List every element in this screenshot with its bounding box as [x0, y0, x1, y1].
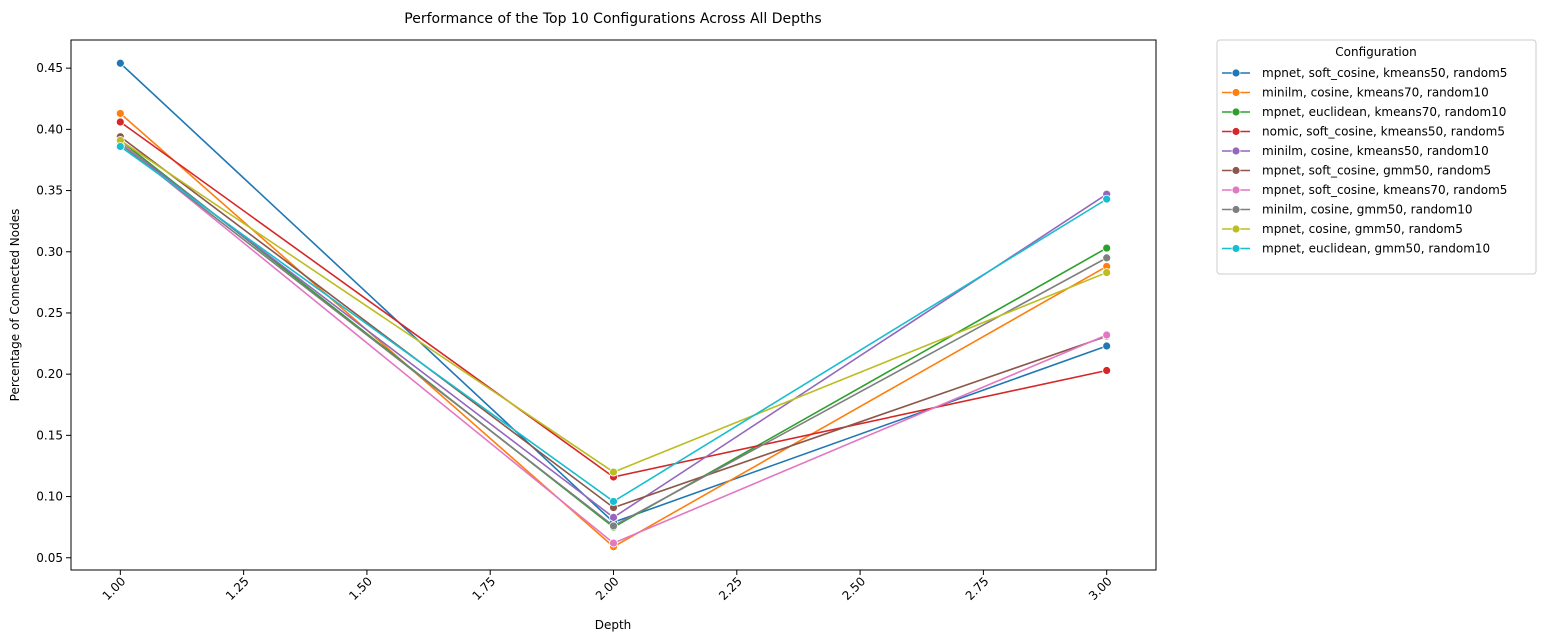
- data-point: [609, 521, 618, 531]
- data-point: [115, 109, 125, 118]
- y-tick-label: 0.35: [36, 184, 63, 198]
- legend-item: mpnet, soft_cosine, kmeans50, random5: [1222, 66, 1507, 80]
- y-tick-label: 0.45: [36, 61, 63, 75]
- data-point: [1102, 341, 1112, 351]
- y-tick-label: 0.15: [36, 428, 63, 442]
- legend-item: minilm, cosine, kmeans50, random10: [1222, 144, 1489, 158]
- legend-marker: [1231, 244, 1241, 253]
- legend-marker: [1231, 68, 1241, 78]
- series-layer: [115, 58, 1112, 552]
- legend-label: minilm, cosine, kmeans70, random10: [1262, 86, 1489, 100]
- y-tick-label: 0.25: [36, 306, 63, 320]
- legend-label: minilm, cosine, gmm50, random10: [1262, 203, 1472, 217]
- y-tick-label: 0.10: [36, 490, 63, 504]
- legend: Configuration mpnet, soft_cosine, kmeans…: [1216, 39, 1537, 275]
- legend-label: nomic, soft_cosine, kmeans50, random5: [1262, 125, 1505, 139]
- data-point: [115, 117, 125, 127]
- legend-label: mpnet, cosine, gmm50, random5: [1262, 222, 1463, 236]
- y-axis-label: Percentage of Connected Nodes: [8, 209, 22, 402]
- data-point: [115, 142, 125, 151]
- legend-marker: [1231, 146, 1241, 156]
- legend-item: minilm, cosine, kmeans70, random10: [1222, 86, 1489, 100]
- y-axis: 0.05 0.10 0.15 0.20 0.25 0.30 0.35 0.40 0.45: [36, 61, 71, 565]
- legend-item: mpnet, soft_cosine, gmm50, random5: [1222, 164, 1491, 178]
- data-point: [609, 512, 618, 522]
- data-point: [1102, 243, 1112, 253]
- data-point: [1102, 330, 1112, 340]
- data-point: [115, 58, 125, 68]
- data-point: [609, 467, 618, 477]
- legend-item: mpnet, euclidean, gmm50, random10: [1222, 242, 1490, 256]
- data-point: [1102, 253, 1112, 263]
- x-axis-label: Depth: [595, 618, 632, 632]
- legend-item: mpnet, soft_cosine, kmeans70, random5: [1222, 183, 1507, 197]
- legend-marker: [1231, 88, 1241, 97]
- legend-label: mpnet, euclidean, kmeans70, random10: [1262, 105, 1506, 119]
- legend-label: mpnet, soft_cosine, kmeans50, random5: [1262, 66, 1507, 80]
- legend-marker: [1231, 127, 1241, 136]
- y-tick-label: 0.30: [36, 245, 63, 259]
- legend-title: Configuration: [1335, 45, 1416, 59]
- legend-marker: [1231, 107, 1241, 117]
- chart-title: Performance of the Top 10 Configurations…: [404, 11, 821, 27]
- series-9: [115, 135, 1112, 477]
- data-point: [1102, 194, 1112, 204]
- legend-item: nomic, soft_cosine, kmeans50, random5: [1222, 125, 1505, 139]
- legend-item: minilm, cosine, gmm50, random10: [1222, 203, 1472, 217]
- legend-label: minilm, cosine, kmeans50, random10: [1262, 144, 1489, 158]
- y-tick-label: 0.40: [36, 122, 63, 136]
- data-point: [609, 497, 618, 506]
- legend-marker: [1231, 224, 1241, 234]
- legend-label: mpnet, euclidean, gmm50, random10: [1262, 242, 1490, 256]
- data-point: [1102, 366, 1112, 375]
- legend-frame: [1216, 39, 1537, 275]
- data-point: [1102, 268, 1112, 277]
- legend-label: mpnet, soft_cosine, gmm50, random5: [1262, 164, 1491, 178]
- legend-item: mpnet, cosine, gmm50, random5: [1222, 222, 1463, 236]
- legend-marker: [1231, 166, 1241, 175]
- legend-item: mpnet, euclidean, kmeans70, random10: [1222, 105, 1506, 119]
- data-point: [609, 538, 618, 548]
- y-tick-label: 0.05: [36, 551, 63, 565]
- legend-marker: [1231, 185, 1241, 195]
- series-10: [115, 142, 1112, 506]
- y-tick-label: 0.20: [36, 367, 63, 381]
- legend-label: mpnet, soft_cosine, kmeans70, random5: [1262, 183, 1507, 197]
- legend-marker: [1231, 205, 1241, 214]
